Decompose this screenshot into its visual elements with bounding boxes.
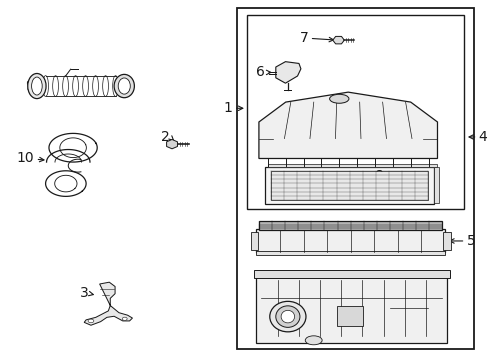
Ellipse shape bbox=[88, 319, 94, 323]
Ellipse shape bbox=[305, 336, 322, 345]
Bar bbox=[264, 167, 433, 204]
Polygon shape bbox=[275, 62, 300, 83]
Text: 10: 10 bbox=[17, 152, 35, 166]
Bar bbox=[254, 270, 448, 278]
Bar bbox=[237, 8, 473, 348]
Bar bbox=[256, 251, 444, 255]
Bar bbox=[443, 231, 449, 250]
Bar bbox=[250, 231, 257, 250]
Ellipse shape bbox=[269, 301, 305, 332]
Polygon shape bbox=[166, 139, 177, 149]
Polygon shape bbox=[84, 282, 132, 325]
Bar bbox=[246, 15, 463, 209]
Text: 9: 9 bbox=[25, 79, 35, 93]
Bar bbox=[256, 273, 446, 343]
Bar bbox=[336, 306, 363, 326]
Text: 7: 7 bbox=[299, 31, 308, 45]
Text: 4: 4 bbox=[478, 130, 486, 144]
Ellipse shape bbox=[118, 78, 130, 94]
Text: 8: 8 bbox=[374, 170, 383, 183]
Bar bbox=[433, 167, 438, 203]
Bar bbox=[267, 164, 436, 167]
Ellipse shape bbox=[122, 317, 127, 320]
Text: 2: 2 bbox=[161, 130, 169, 144]
Text: 3: 3 bbox=[80, 286, 88, 300]
Bar bbox=[258, 221, 442, 230]
Ellipse shape bbox=[114, 75, 134, 98]
Text: 5: 5 bbox=[466, 234, 474, 248]
Ellipse shape bbox=[32, 77, 42, 95]
Text: 6: 6 bbox=[256, 66, 264, 80]
Bar bbox=[270, 171, 427, 200]
Ellipse shape bbox=[28, 73, 46, 99]
Ellipse shape bbox=[275, 306, 299, 327]
Bar bbox=[256, 229, 444, 252]
Ellipse shape bbox=[281, 310, 294, 323]
Ellipse shape bbox=[329, 94, 348, 103]
Polygon shape bbox=[332, 36, 344, 44]
Polygon shape bbox=[258, 92, 437, 158]
Text: 1: 1 bbox=[223, 101, 232, 115]
